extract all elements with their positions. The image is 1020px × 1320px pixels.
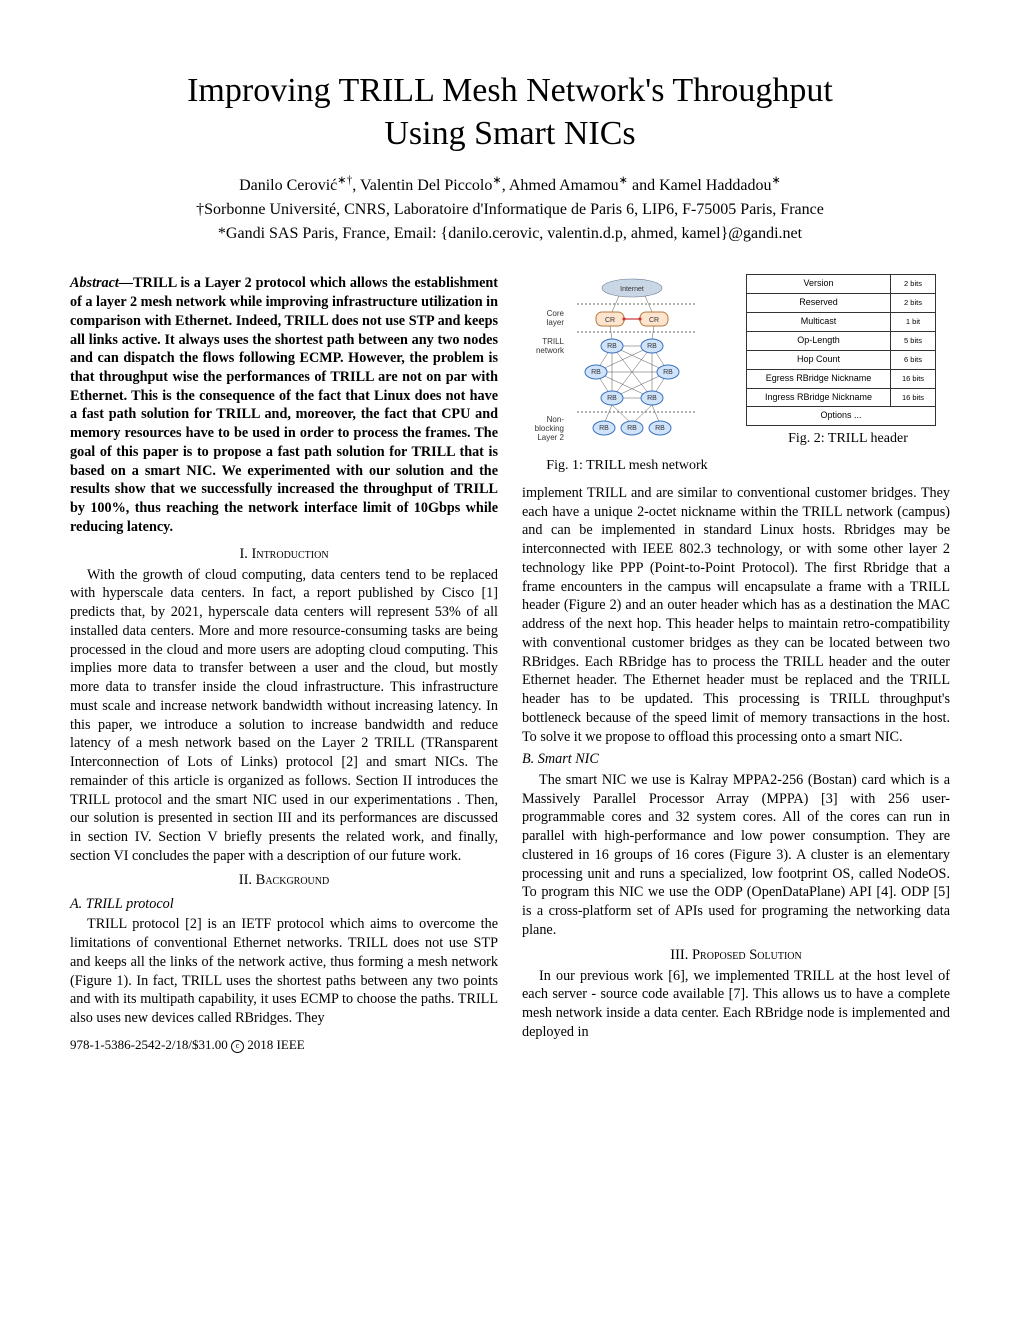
abstract: Abstract—TRILL is a Layer 2 protocol whi… (70, 274, 498, 536)
smart-nic-paragraph: The smart NIC we use is Kalray MPPA2-256… (522, 771, 950, 940)
svg-text:RB: RB (591, 369, 601, 376)
left-column: Abstract—TRILL is a Layer 2 protocol whi… (70, 274, 498, 1055)
svg-text:RB: RB (647, 343, 657, 350)
header-field: Hop Count (747, 350, 891, 369)
header-bits: 2 bits (891, 294, 936, 313)
section-2-heading: II. Background (70, 871, 498, 890)
header-row: Egress RBridge Nickname16 bits (747, 369, 936, 388)
header-row: Hop Count6 bits (747, 350, 936, 369)
header-row: Multicast1 bit (747, 313, 936, 332)
section-2b-heading: B. Smart NIC (522, 750, 950, 769)
header-bits: 16 bits (891, 369, 936, 388)
figure-2: Version2 bitsReserved2 bitsMulticast1 bi… (746, 274, 950, 476)
title-line-2: Using Smart NICs (384, 115, 635, 152)
paper-page: Improving TRILL Mesh Network's Throughpu… (0, 0, 1020, 1095)
trill-mesh-diagram: Internet Core layer CR CR (522, 274, 732, 449)
header-field: Op-Length (747, 331, 891, 350)
svg-text:RB: RB (607, 395, 617, 402)
trill-protocol-paragraph: TRILL protocol [2] is an IETF protocol w… (70, 915, 498, 1027)
header-row: Ingress RBridge Nickname16 bits (747, 388, 936, 407)
two-column-body: Abstract—TRILL is a Layer 2 protocol whi… (70, 274, 950, 1055)
proposed-solution-paragraph: In our previous work [6], we implemented… (522, 967, 950, 1042)
svg-text:RB: RB (599, 425, 609, 432)
affiliation-1: †Sorbonne Université, CNRS, Laboratoire … (196, 201, 824, 218)
svg-text:Non-: Non- (547, 415, 565, 424)
section-3-heading: III. Proposed Solution (522, 946, 950, 965)
header-row: Reserved2 bits (747, 294, 936, 313)
svg-text:RB: RB (627, 425, 637, 432)
cr-label-2: CR (649, 317, 659, 324)
section-2a-heading: A. TRILL protocol (70, 895, 498, 914)
right-column: Internet Core layer CR CR (522, 274, 950, 1055)
internet-label: Internet (620, 286, 644, 293)
svg-text:Layer 2: Layer 2 (537, 433, 564, 442)
figure-1: Internet Core layer CR CR (522, 274, 732, 476)
figure-2-caption: Fig. 2: TRILL header (746, 430, 950, 448)
svg-text:blocking: blocking (535, 424, 564, 433)
abstract-label: Abstract— (70, 275, 133, 291)
svg-text:RB: RB (663, 369, 673, 376)
svg-text:RB: RB (607, 343, 617, 350)
header-field: Version (747, 275, 891, 294)
section-1-heading: I. Introduction (70, 545, 498, 564)
header-row: Op-Length5 bits (747, 331, 936, 350)
affiliation-2: *Gandi SAS Paris, France, Email: {danilo… (218, 225, 802, 242)
header-field: Options ... (747, 407, 936, 426)
header-field: Reserved (747, 294, 891, 313)
header-field: Multicast (747, 313, 891, 332)
authors-line: Danilo Cerović∗†, Valentin Del Piccolo∗,… (239, 177, 781, 194)
copyright-footer: 978-1-5386-2542-2/18/$31.00 c 2018 IEEE (70, 1036, 498, 1053)
abstract-text: TRILL is a Layer 2 protocol which allows… (70, 275, 498, 535)
authors-block: Danilo Cerović∗†, Valentin Del Piccolo∗,… (70, 173, 950, 246)
copyright-tail: 2018 IEEE (244, 1037, 305, 1052)
rb-mesh: RB RB RB RB RB RB (585, 326, 679, 405)
cr-label-1: CR (605, 317, 615, 324)
svg-text:RB: RB (647, 395, 657, 402)
paper-title: Improving TRILL Mesh Network's Throughpu… (70, 70, 950, 155)
header-bits: 1 bit (891, 313, 936, 332)
figures-row: Internet Core layer CR CR (522, 274, 950, 476)
header-field: Egress RBridge Nickname (747, 369, 891, 388)
header-bits: 16 bits (891, 388, 936, 407)
header-bits: 6 bits (891, 350, 936, 369)
title-line-1: Improving TRILL Mesh Network's Throughpu… (187, 72, 833, 109)
copyright-icon: c (231, 1040, 244, 1053)
trill-header-table: Version2 bitsReserved2 bitsMulticast1 bi… (746, 274, 936, 426)
header-row: Version2 bits (747, 275, 936, 294)
isbn: 978-1-5386-2542-2/18/$31.00 (70, 1037, 231, 1052)
svg-text:RB: RB (655, 425, 665, 432)
header-row: Options ... (747, 407, 936, 426)
network-label: network (536, 346, 565, 355)
col2-paragraph-1: implement TRILL and are similar to conve… (522, 484, 950, 746)
trill-label: TRILL (542, 337, 564, 346)
layer-label: layer (547, 318, 565, 327)
header-bits: 2 bits (891, 275, 936, 294)
header-bits: 5 bits (891, 331, 936, 350)
figure-1-caption: Fig. 1: TRILL mesh network (522, 457, 732, 475)
core-label: Core (547, 309, 565, 318)
intro-paragraph: With the growth of cloud computing, data… (70, 566, 498, 866)
header-field: Ingress RBridge Nickname (747, 388, 891, 407)
